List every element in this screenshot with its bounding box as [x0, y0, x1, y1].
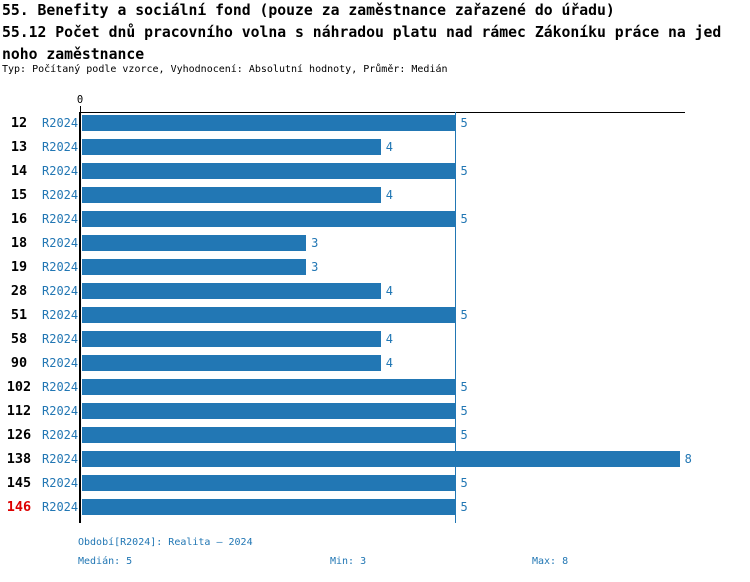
value-bar	[82, 307, 456, 323]
chart-row: 145 R2024 5	[0, 471, 750, 495]
footer-median-stat: Medián: 5	[78, 556, 133, 567]
org-id-label: 28	[10, 283, 28, 299]
footer-period-label: Období[R2024]: Realita – 2024	[78, 537, 253, 548]
bar-value-label: 4	[385, 356, 394, 370]
period-label: R2024	[42, 476, 79, 490]
period-label: R2024	[42, 332, 79, 346]
org-id-label: 145	[6, 475, 32, 491]
chart-row: 90 R2024 4	[0, 351, 750, 375]
period-label: R2024	[42, 140, 79, 154]
org-id-label: 16	[10, 211, 28, 227]
period-label: R2024	[42, 164, 79, 178]
bar-value-label: 4	[385, 284, 394, 298]
bar-value-label: 5	[460, 404, 468, 418]
chart-row: 14 R2024 5	[0, 159, 750, 183]
chart-row: 12 R2024 5	[0, 111, 750, 135]
chart-row: 13 R2024 4	[0, 135, 750, 159]
chart-row: 28 R2024 4	[0, 279, 750, 303]
page-title-line-2: 55.12 Počet dnů pracovního volna s náhra…	[2, 24, 722, 41]
x-axis-zero-tick-label: 0	[76, 94, 84, 106]
chart-row: 19 R2024 3	[0, 255, 750, 279]
chart-row: 16 R2024 5	[0, 207, 750, 231]
period-label: R2024	[42, 188, 79, 202]
org-id-label: 12	[10, 115, 28, 131]
value-bar	[82, 499, 456, 515]
bar-value-label: 5	[460, 212, 468, 226]
chart-row: 51 R2024 5	[0, 303, 750, 327]
bar-value-label: 5	[460, 428, 468, 442]
period-label: R2024	[42, 452, 79, 466]
value-bar	[82, 187, 381, 203]
chart-row: 58 R2024 4	[0, 327, 750, 351]
bar-value-label: 5	[460, 500, 468, 514]
chart-row: 146 R2024 5	[0, 495, 750, 519]
value-bar	[82, 475, 456, 491]
org-id-label: 112	[6, 403, 32, 419]
value-bar	[82, 403, 456, 419]
value-bar	[82, 139, 381, 155]
value-bar	[82, 451, 680, 467]
period-label: R2024	[42, 212, 79, 226]
value-bar	[82, 235, 307, 251]
value-bar	[82, 259, 307, 275]
value-bar	[82, 379, 456, 395]
chart-row: 112 R2024 5	[0, 399, 750, 423]
bar-value-label: 3	[311, 260, 319, 274]
page-title-line-3: noho zaměstnance	[2, 46, 145, 63]
x-axis-zero-tick-mark	[80, 106, 81, 112]
value-bar	[82, 211, 456, 227]
org-id-label: 18	[10, 235, 28, 251]
org-id-label: 14	[10, 163, 28, 179]
bar-value-label: 4	[385, 140, 394, 154]
value-bar	[82, 331, 381, 347]
bar-value-label: 8	[684, 452, 692, 466]
bar-value-label: 4	[385, 188, 394, 202]
period-label: R2024	[42, 236, 79, 250]
org-id-label: 13	[10, 139, 28, 155]
org-id-label: 138	[6, 451, 32, 467]
org-id-label: 51	[10, 307, 28, 323]
median-line	[455, 112, 456, 523]
footer-min-stat: Min: 3	[330, 556, 367, 567]
value-bar	[82, 355, 381, 371]
y-axis-line	[79, 112, 81, 523]
bar-value-label: 5	[460, 116, 468, 130]
period-label: R2024	[42, 116, 79, 130]
period-label: R2024	[42, 356, 79, 370]
value-bar	[82, 163, 456, 179]
org-id-label: 19	[10, 259, 28, 275]
bar-value-label: 5	[460, 380, 468, 394]
org-id-label: 126	[6, 427, 32, 443]
org-id-label: 102	[6, 379, 32, 395]
bar-value-label: 5	[460, 308, 468, 322]
bar-value-label: 4	[385, 332, 394, 346]
chart-row: 15 R2024 4	[0, 183, 750, 207]
org-id-label: 146	[6, 499, 32, 515]
period-label: R2024	[42, 428, 79, 442]
x-axis-line	[80, 112, 685, 113]
period-label: R2024	[42, 380, 79, 394]
bar-value-label: 5	[460, 476, 468, 490]
period-label: R2024	[42, 500, 79, 514]
page-title-line-1: 55. Benefity a sociální fond (pouze za z…	[2, 2, 615, 19]
period-label: R2024	[42, 260, 79, 274]
org-id-label: 15	[10, 187, 28, 203]
period-label: R2024	[42, 284, 79, 298]
chart-row: 138 R2024 8	[0, 447, 750, 471]
period-label: R2024	[42, 308, 79, 322]
indicator-meta-line: Typ: Počítaný podle vzorce, Vyhodnocení:…	[2, 64, 448, 75]
org-id-label: 58	[10, 331, 28, 347]
chart-row: 102 R2024 5	[0, 375, 750, 399]
chart-row: 126 R2024 5	[0, 423, 750, 447]
footer-max-stat: Max: 8	[532, 556, 569, 567]
bar-value-label: 5	[460, 164, 468, 178]
value-bar	[82, 283, 381, 299]
bar-value-label: 3	[311, 236, 319, 250]
period-label: R2024	[42, 404, 79, 418]
chart-row: 18 R2024 3	[0, 231, 750, 255]
value-bar	[82, 115, 456, 131]
value-bar	[82, 427, 456, 443]
org-id-label: 90	[10, 355, 28, 371]
